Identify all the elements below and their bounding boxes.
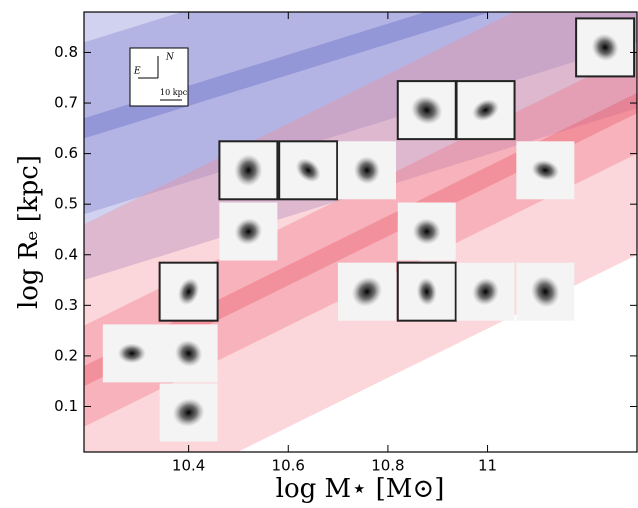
galaxy — [174, 340, 203, 367]
galaxy — [353, 156, 381, 185]
y-tick-label: 0.8 — [54, 43, 78, 61]
x-tick-label: 10.6 — [272, 457, 305, 475]
y-tick-label: 0.3 — [54, 296, 78, 314]
galaxy-thumbnail — [516, 141, 575, 200]
thumb-bg — [396, 80, 457, 141]
y-tick-label: 0.5 — [54, 195, 78, 213]
galaxy — [117, 343, 146, 364]
y-tick-label: 0.1 — [54, 397, 78, 415]
y-axis-label: log Rₑ [kpc] — [14, 155, 44, 309]
galaxy — [416, 277, 437, 306]
x-tick-label: 11 — [478, 457, 497, 475]
scale-label: 10 kpc — [160, 88, 188, 97]
y-tick-label: 0.6 — [54, 144, 78, 162]
galaxy — [472, 99, 499, 122]
band — [84, 92, 637, 387]
galaxy-thumbnail — [159, 324, 218, 383]
galaxy-thumbnail — [337, 262, 396, 321]
plot-frame — [83, 11, 638, 453]
x-axis-label: log M⋆ [M⊙] — [276, 474, 445, 504]
galaxy-thumbnail — [396, 261, 457, 322]
galaxy — [531, 275, 560, 308]
galaxy-thumbnail — [219, 202, 278, 261]
band — [84, 12, 491, 139]
galaxy — [234, 218, 263, 245]
galaxy — [531, 159, 560, 181]
galaxy-thumbnail — [159, 383, 218, 442]
galaxy — [172, 398, 205, 427]
galaxy — [412, 218, 441, 245]
galaxy-thumbnail — [158, 261, 219, 322]
marks — [102, 17, 636, 442]
y-tick-label: 0.7 — [54, 94, 78, 112]
galaxy — [234, 154, 263, 187]
galaxy-thumbnail — [516, 262, 575, 321]
galaxy — [178, 278, 200, 306]
galaxy — [411, 95, 443, 125]
compass-box — [129, 47, 189, 107]
y-tick-label: 0.2 — [54, 346, 78, 364]
x-tick-label: 10.4 — [172, 457, 205, 475]
galaxy-thumbnail — [455, 80, 516, 141]
compass: N E 10 kpc — [129, 47, 189, 107]
galaxy-thumbnail — [218, 140, 279, 201]
band — [84, 52, 637, 427]
galaxy-thumbnail — [278, 140, 339, 201]
east-label: E — [133, 67, 141, 77]
galaxy — [295, 158, 321, 183]
y-tick-label: 0.4 — [54, 245, 78, 263]
galaxy-thumbnail — [337, 141, 396, 200]
galaxy-thumbnail — [397, 202, 456, 261]
galaxy-thumbnail — [575, 17, 636, 78]
x-tick-label: 10.8 — [371, 457, 404, 475]
galaxy — [351, 276, 383, 307]
north-label: N — [165, 53, 175, 63]
galaxy-thumbnail — [456, 262, 515, 321]
galaxy-thumbnail — [102, 324, 161, 383]
galaxy — [591, 33, 619, 62]
galaxy — [472, 277, 499, 306]
galaxy-thumbnail — [396, 80, 457, 141]
